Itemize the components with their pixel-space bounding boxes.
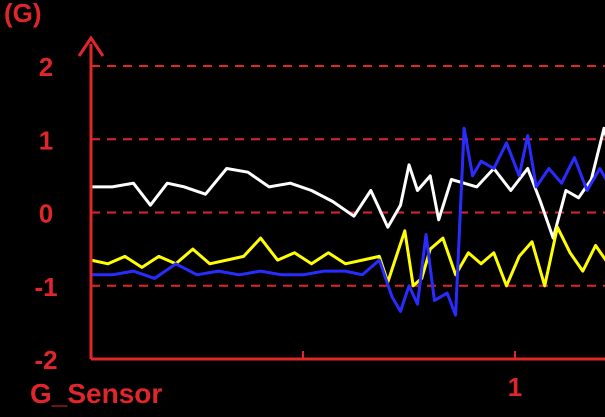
y-tick-label: -1 (34, 272, 57, 302)
y-tick-label: 1 (39, 125, 53, 155)
grid-lines (91, 65, 605, 287)
x-axis-label: G_Sensor (30, 378, 163, 409)
y-axis-arrow (77, 35, 105, 57)
series-line-3 (89, 126, 605, 317)
y-axis-unit-label: (G) (4, 0, 42, 28)
series-line-2 (89, 225, 605, 288)
y-tick-label: 2 (39, 52, 53, 82)
x-tick-label: 1 (508, 372, 522, 402)
tick-labels: 210-1-212 (34, 52, 522, 402)
series-lines (89, 126, 605, 317)
y-tick-label: -2 (34, 345, 57, 375)
y-tick-label: 0 (39, 199, 53, 229)
axes (77, 35, 605, 361)
series-line-1 (89, 126, 605, 240)
